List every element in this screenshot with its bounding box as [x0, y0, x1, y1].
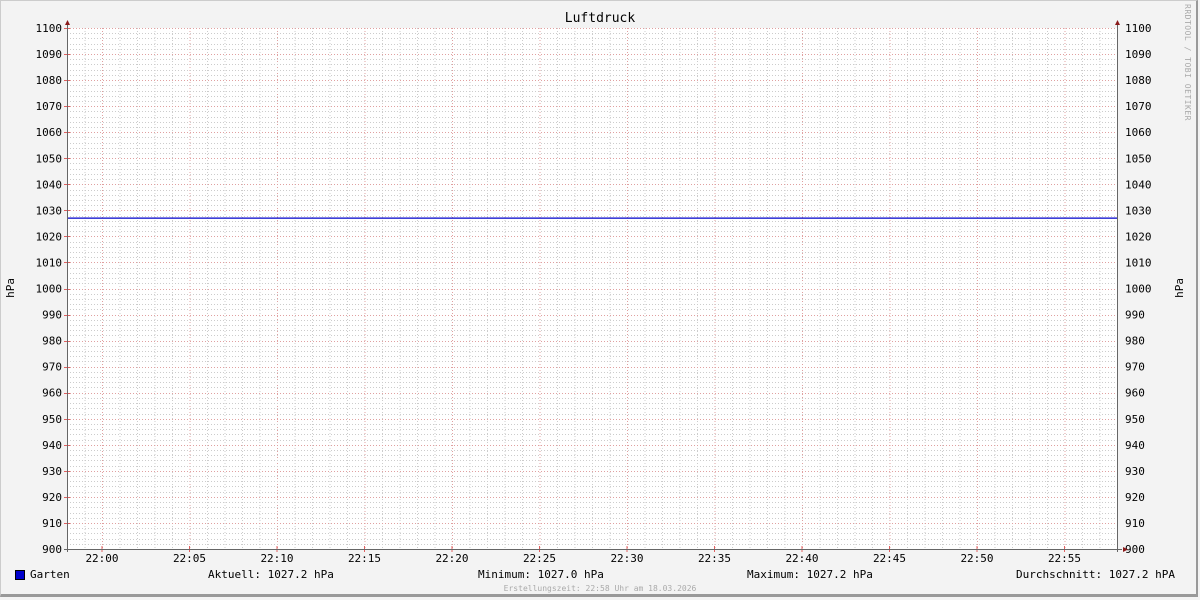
y-tick-label-right: 1090 [1125, 48, 1152, 61]
y-tick-label-right: 990 [1125, 309, 1145, 322]
legend-series-name: Garten [30, 568, 70, 581]
x-tick-label: 22:25 [523, 552, 556, 565]
y-tick-label-right: 970 [1125, 361, 1145, 374]
y-tick-label-right: 1070 [1125, 100, 1152, 113]
y-tick-label-left: 1070 [36, 100, 63, 113]
y-tick-label-right: 1080 [1125, 74, 1152, 87]
y-tick-label-right: 960 [1125, 387, 1145, 400]
y-tick-label-left: 1030 [36, 204, 63, 217]
y-tick-label-left: 1080 [36, 74, 63, 87]
y-tick-label-right: 950 [1125, 413, 1145, 426]
y-tick-label-left: 960 [42, 387, 62, 400]
y-tick-label-left: 900 [42, 543, 62, 556]
y-tick-label-left: 1020 [36, 230, 63, 243]
x-tick-label: 22:55 [1048, 552, 1081, 565]
y-tick-label-right: 1010 [1125, 256, 1152, 269]
y-tick-label-right: 1040 [1125, 178, 1152, 191]
x-tick-label: 22:05 [173, 552, 206, 565]
y-tick-label-right: 980 [1125, 335, 1145, 348]
x-tick-label: 22:10 [260, 552, 293, 565]
y-tick-label-left: 970 [42, 361, 62, 374]
y-tick-label-right: 1060 [1125, 126, 1152, 139]
y-tick-label-right: 930 [1125, 465, 1145, 478]
y-tick-label-right: 900 [1125, 543, 1145, 556]
y-tick-label-left: 950 [42, 413, 62, 426]
y-tick-label-right: 1050 [1125, 152, 1152, 165]
plot-background [67, 28, 1117, 549]
y-tick-label-left: 940 [42, 439, 62, 452]
y-tick-label-left: 1000 [36, 283, 63, 296]
y-axis-arrow-right-icon [1115, 20, 1120, 25]
y-tick-label-left: 920 [42, 491, 62, 504]
x-tick-label: 22:50 [960, 552, 993, 565]
y-tick-label-right: 910 [1125, 517, 1145, 530]
y-tick-label-left: 1090 [36, 48, 63, 61]
y-tick-label-left: 1040 [36, 178, 63, 191]
footer-timestamp: Erstellungszeit: 22:58 Uhr am 18.03.2026 [503, 584, 697, 593]
x-tick-label: 22:45 [873, 552, 906, 565]
y-tick-label-right: 940 [1125, 439, 1145, 452]
y-axis-arrow-left-icon [65, 20, 70, 25]
legend-maximum: Maximum: 1027.2 hPa [747, 568, 873, 581]
legend-minimum: Minimum: 1027.0 hPa [478, 568, 604, 581]
y-tick-label-right: 1020 [1125, 230, 1152, 243]
y-tick-label-left: 1010 [36, 256, 63, 269]
y-tick-label-left: 1060 [36, 126, 63, 139]
x-tick-label: 22:35 [698, 552, 731, 565]
watermark: RRDTOOL / TOBI OETIKER [1183, 4, 1192, 121]
legend-average: Durchschnitt: 1027.2 hPA [1016, 568, 1175, 581]
x-tick-label: 22:30 [610, 552, 643, 565]
y-tick-label-left: 1100 [36, 22, 63, 35]
x-tick-label: 22:00 [85, 552, 118, 565]
y-tick-label-left: 1050 [36, 152, 63, 165]
legend-current: Aktuell: 1027.2 hPa [208, 568, 334, 581]
x-tick-label: 22:15 [348, 552, 381, 565]
x-tick-label: 22:20 [435, 552, 468, 565]
x-tick-label: 22:40 [785, 552, 818, 565]
y-tick-label-right: 1000 [1125, 283, 1152, 296]
y-tick-label-left: 990 [42, 309, 62, 322]
chart-title: Luftdruck [564, 11, 636, 26]
y-tick-label-left: 910 [42, 517, 62, 530]
y-tick-label-right: 920 [1125, 491, 1145, 504]
x-axis-arrow-icon [1123, 547, 1128, 552]
y-tick-label-left: 980 [42, 335, 62, 348]
y-tick-label-right: 1030 [1125, 204, 1152, 217]
y-tick-label-left: 930 [42, 465, 62, 478]
y-tick-label-right: 1100 [1125, 22, 1152, 35]
legend-swatch-garten [15, 570, 25, 580]
